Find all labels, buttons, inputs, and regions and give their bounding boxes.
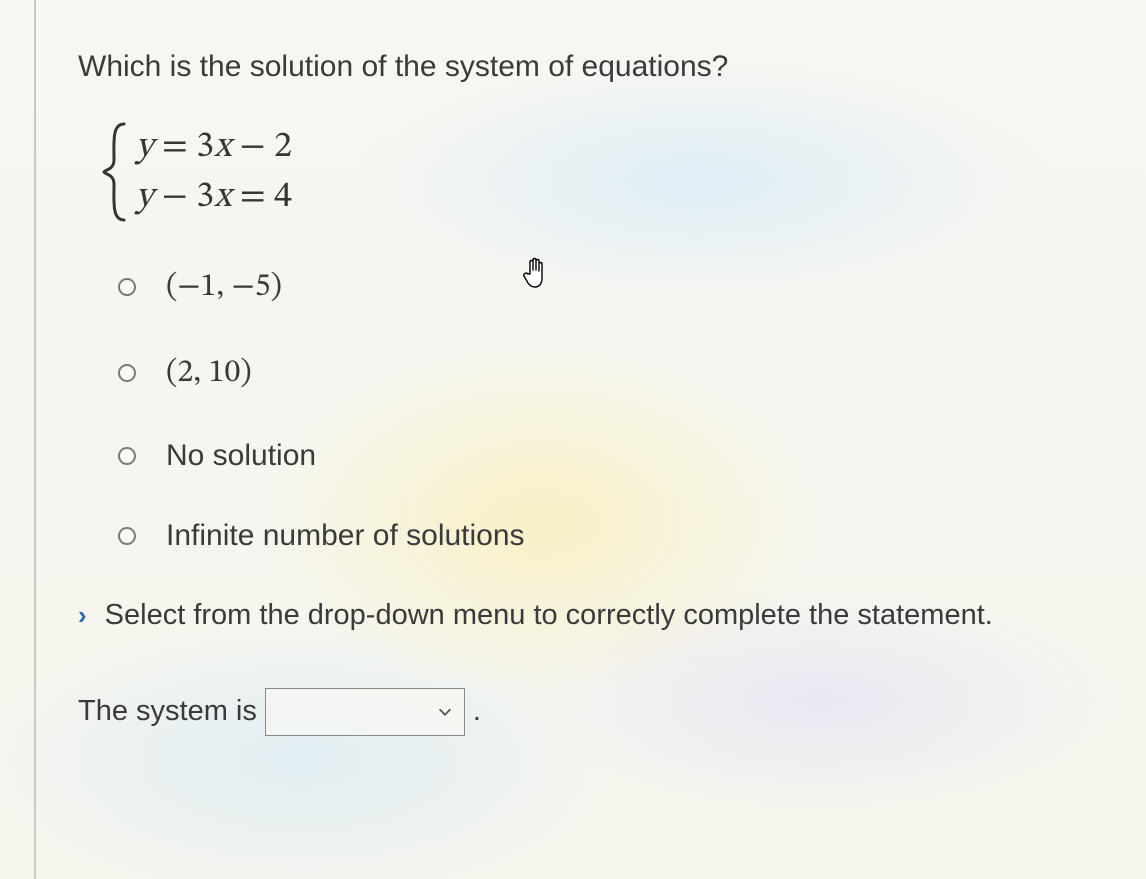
chevron-down-icon [436, 703, 454, 721]
option-label: No solution [166, 439, 316, 473]
option-label: (2, 10) [166, 353, 252, 393]
equation-line-1: y = 3x − 2 [136, 122, 292, 172]
equation-system: y = 3x − 2 y − 3x = 4 [100, 122, 1116, 223]
option-label: Infinite number of solutions [166, 519, 525, 553]
question-text: Which is the solution of the system of e… [78, 50, 1116, 84]
statement-suffix: . [473, 695, 481, 728]
radio-icon[interactable] [118, 527, 136, 545]
option-1[interactable]: (−1, −5) [118, 267, 1116, 307]
left-margin-rule [34, 0, 36, 879]
instruction-text: Select from the drop-down menu to correc… [105, 599, 993, 632]
radio-icon[interactable] [118, 278, 136, 296]
statement-row: The system is . [78, 688, 1116, 736]
radio-icon[interactable] [118, 364, 136, 382]
statement-prefix: The system is [78, 695, 257, 728]
option-label: (−1, −5) [166, 267, 282, 307]
system-type-dropdown[interactable] [265, 688, 465, 736]
option-4[interactable]: Infinite number of solutions [118, 519, 1116, 553]
option-2[interactable]: (2, 10) [118, 353, 1116, 393]
radio-icon[interactable] [118, 447, 136, 465]
content-area: Which is the solution of the system of e… [78, 50, 1116, 736]
chevron-right-icon: › [78, 602, 87, 628]
options-group: (−1, −5) (2, 10) No solution Infinite nu… [118, 267, 1116, 553]
option-3[interactable]: No solution [118, 439, 1116, 473]
instruction-row: › Select from the drop-down menu to corr… [78, 599, 1116, 632]
equation-line-2: y − 3x = 4 [136, 172, 292, 222]
left-brace-icon [100, 122, 130, 222]
